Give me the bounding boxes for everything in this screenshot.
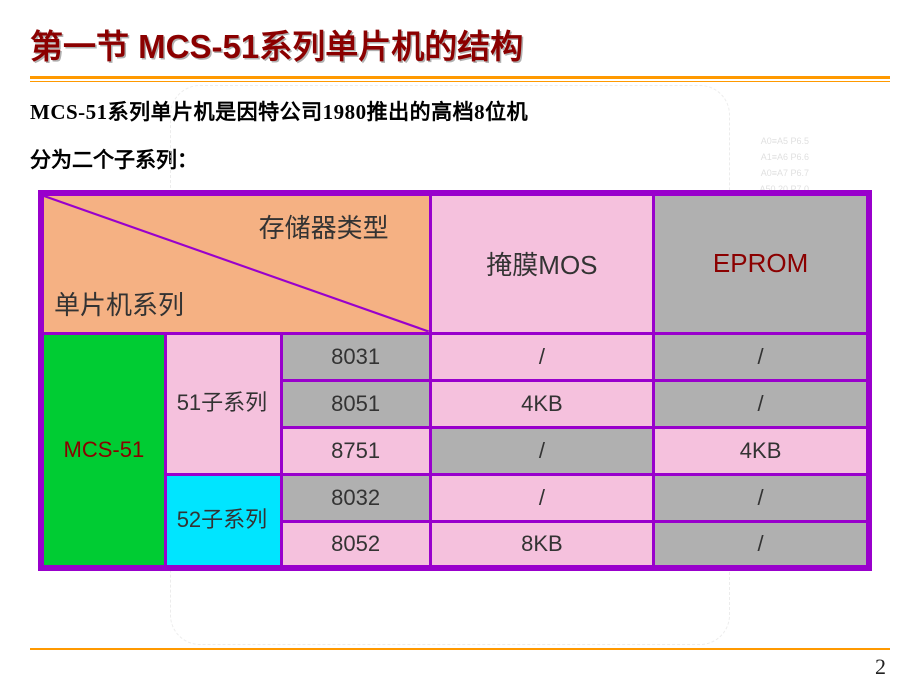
header-mcu-series: 单片机系列 — [54, 285, 184, 322]
diagonal-header-cell: 存储器类型 单片机系列 — [41, 193, 430, 333]
mos-cell: / — [430, 427, 654, 474]
mos-cell: 8KB — [430, 521, 654, 568]
mos-cell: / — [430, 333, 654, 380]
mos-cell: / — [430, 474, 654, 521]
chip-cell: 8031 — [281, 333, 430, 380]
eprom-cell: / — [654, 521, 869, 568]
title-post: 系列单片机的结构 — [259, 28, 523, 65]
slide-title: 第一节 MCS-51系列单片机的结构 — [30, 20, 890, 76]
footer-rule — [30, 648, 890, 650]
page-number: 2 — [875, 654, 886, 680]
mcs-table: 存储器类型 单片机系列 掩膜MOS EPROM MCS-51 51子系列 803… — [38, 190, 872, 571]
table-header-row: 存储器类型 单片机系列 掩膜MOS EPROM — [41, 193, 869, 333]
eprom-cell: / — [654, 333, 869, 380]
bg-pin-label: A1≡A6 P6.6 — [761, 152, 809, 162]
bg-pin-label: A0≡A5 P6.5 — [761, 136, 809, 146]
bg-pin-label: A0≡A7 P6.7 — [761, 168, 809, 178]
table-row: MCS-51 51子系列 8031 / / — [41, 333, 869, 380]
table: 存储器类型 单片机系列 掩膜MOS EPROM MCS-51 51子系列 803… — [38, 190, 872, 571]
table-row: 52子系列 8032 / / — [41, 474, 869, 521]
chip-cell: 8051 — [281, 380, 430, 427]
col-header-eprom: EPROM — [654, 193, 869, 333]
title-mcs: MCS-51 — [138, 28, 259, 65]
col-header-mos: 掩膜MOS — [430, 193, 654, 333]
header-storage-type: 存储器类型 — [259, 208, 389, 245]
title-rule-thick — [30, 76, 890, 79]
chip-cell: 8052 — [281, 521, 430, 568]
series51-cell: 51子系列 — [165, 333, 281, 474]
chip-cell: 8751 — [281, 427, 430, 474]
eprom-cell: / — [654, 380, 869, 427]
eprom-cell: 4KB — [654, 427, 869, 474]
mcs-family-cell: MCS-51 — [41, 333, 165, 568]
title-pre: 第一节 — [30, 28, 138, 65]
eprom-cell: / — [654, 474, 869, 521]
mos-cell: 4KB — [430, 380, 654, 427]
chip-cell: 8032 — [281, 474, 430, 521]
title-rule-thin — [30, 81, 890, 82]
series52-cell: 52子系列 — [165, 474, 281, 568]
slide: A0≡A5 P6.5 A1≡A6 P6.6 A0≡A7 P6.7 A50 20 … — [0, 0, 920, 690]
